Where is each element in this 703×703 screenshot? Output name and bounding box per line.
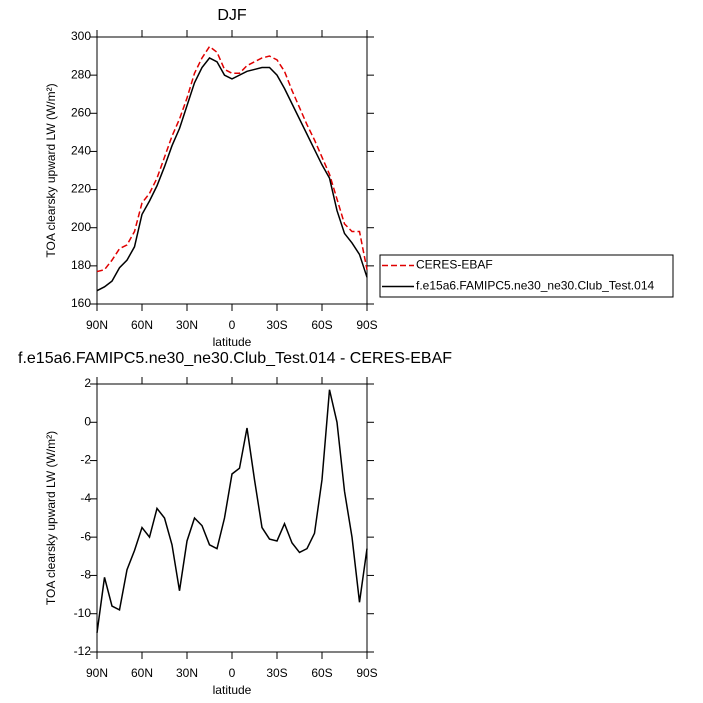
y-tick-label: 0 [84,414,91,428]
y-tick-label: 220 [71,182,91,196]
data-line [96,389,368,633]
x-tick-label: 90S [356,318,377,332]
y-tick-label: 280 [71,67,91,81]
x-tick-label: 90N [86,666,108,680]
x-tick-label: 30S [266,666,287,680]
legend-box [379,254,674,298]
x-tick-label: 0 [229,318,236,332]
x-tick-label: 30N [176,318,198,332]
y-tick-label: 2 [84,376,91,390]
y-tick-label: 200 [71,220,91,234]
x-tick-label: 60S [311,318,332,332]
x-tick-label: 30S [266,318,287,332]
y-tick-label: -8 [80,568,91,582]
y-tick-label: 240 [71,144,91,158]
y-tick-label: 160 [71,296,91,310]
y-axis-label: TOA clearsky upward LW (W/m²) [44,83,58,257]
y-tick-label: 260 [71,105,91,119]
x-tick-label: 60N [131,666,153,680]
x-tick-label: 90N [86,318,108,332]
y-axis-label: TOA clearsky upward LW (W/m²) [44,431,58,605]
data-line [96,57,368,292]
data-line [96,45,368,273]
x-tick-label: 90S [356,666,377,680]
plot-frame [96,36,368,305]
x-tick-label: 30N [176,666,198,680]
y-tick-label: -6 [80,529,91,543]
x-tick-label: 0 [229,666,236,680]
y-tick-label: -10 [74,606,92,620]
legend-label: CERES-EBAF [416,258,493,272]
x-tick-label: 60S [311,666,332,680]
x-axis-label: latitude [213,683,252,697]
x-tick-label: 60N [131,318,153,332]
y-tick-label: -2 [80,453,91,467]
y-tick-label: -12 [74,644,92,658]
y-tick-label: -4 [80,491,91,505]
legend-label: f.e15a6.FAMIPC5.ne30_ne30.Club_Test.014 [416,279,654,293]
x-axis-label: latitude [213,335,252,349]
chart-title: DJF [217,7,247,24]
y-tick-label: 180 [71,258,91,272]
chart-title: f.e15a6.FAMIPC5.ne30_ne30.Club_Test.014 … [18,350,452,367]
y-tick-label: 300 [71,29,91,43]
